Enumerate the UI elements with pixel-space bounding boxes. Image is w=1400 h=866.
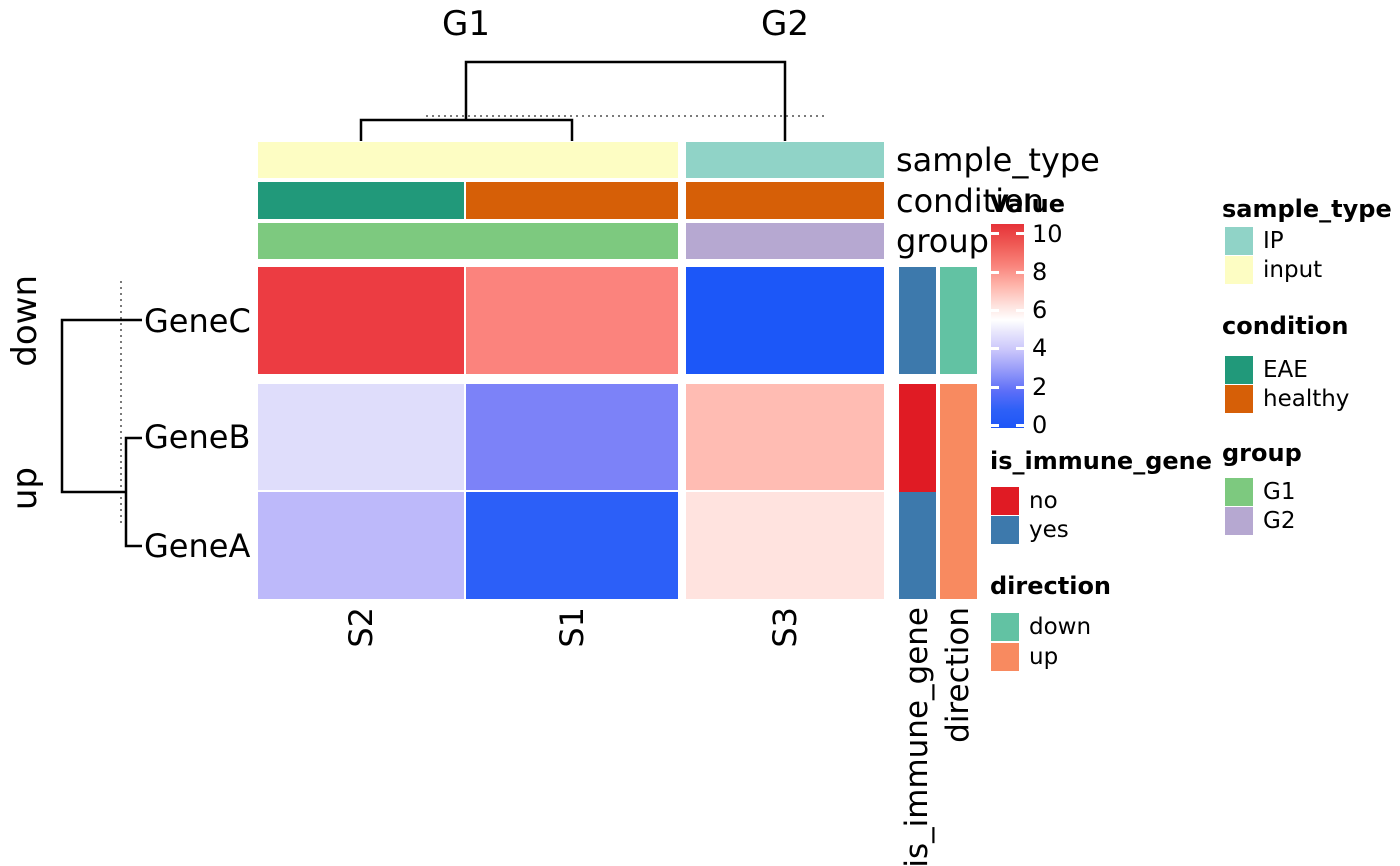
- colorbar-tick-label: 2: [1032, 373, 1048, 401]
- legend-label-no: no: [1029, 487, 1058, 514]
- annotation-label-condition: condition: [896, 181, 1044, 220]
- legend-title-sample-type: sample_type: [1222, 195, 1392, 223]
- heatmap-cell-genec-s2: [258, 267, 464, 374]
- column-dendrogram-g1-branch: [359, 118, 574, 141]
- heatmap-cell-geneb-s3: [686, 384, 884, 490]
- legend-label-eae: EAE: [1263, 356, 1308, 383]
- colorbar-tick-label: 8: [1032, 258, 1048, 286]
- heatmap-cell-genea-s3: [686, 492, 884, 599]
- legend-label-ip: IP: [1263, 227, 1284, 254]
- annotation-condition-s3-block: [686, 182, 884, 219]
- colorbar-tick: [1016, 424, 1024, 427]
- colorbar-tick: [991, 347, 999, 350]
- annotation-group-g2-block: [686, 223, 884, 259]
- legend-swatch-g2: [1225, 507, 1253, 535]
- annotation-condition-s1-block: [466, 182, 678, 219]
- row-label-genea: GeneA: [144, 526, 251, 565]
- colorbar-tick: [1016, 232, 1024, 235]
- annotation-sample-type-g2-block: [686, 142, 884, 178]
- colorbar-tick-label: 10: [1032, 220, 1063, 248]
- heatmap-cell-geneb-s2: [258, 384, 464, 490]
- legend-swatch-healthy: [1225, 385, 1253, 413]
- column-label-s3: S3: [766, 607, 804, 648]
- legend-swatch-g1: [1225, 478, 1253, 506]
- annotation-direction-genec-block: [940, 267, 977, 374]
- heatmap-cell-geneb-s1: [466, 384, 678, 490]
- annotation-sample-type-g1-block: [258, 142, 678, 178]
- column-dendrogram-main-branch: [464, 60, 787, 141]
- legend-label-down: down: [1029, 613, 1092, 640]
- annotation-is-immune-geneb-block: [899, 384, 936, 492]
- legend-title-condition: condition: [1222, 312, 1349, 340]
- legend-title-direction: direction: [990, 572, 1112, 600]
- legend-swatch-yes: [991, 516, 1019, 544]
- annotation-label-is-immune-gene: is_immune_gene: [899, 607, 935, 866]
- row-group-title-up: up: [5, 467, 45, 511]
- legend-swatch-no: [991, 487, 1019, 515]
- colorbar-tick: [991, 232, 999, 235]
- legend-label-up: up: [1029, 643, 1059, 670]
- annotation-is-immune-genea-block: [899, 492, 936, 599]
- legend-label-healthy: healthy: [1263, 385, 1350, 412]
- heatmap-cell-genea-s2: [258, 492, 464, 599]
- colorbar-tick: [1016, 386, 1024, 389]
- colorbar-tick: [1016, 309, 1024, 312]
- legend-label-input: input: [1263, 256, 1323, 283]
- colorbar-tick: [991, 271, 999, 274]
- colorbar-tick-label: 6: [1032, 296, 1048, 324]
- legend-swatch-up: [991, 643, 1019, 671]
- heatmap-cell-genea-s1: [466, 492, 678, 599]
- colorbar-tick: [991, 309, 999, 312]
- row-dendrogram-main-branch: [60, 318, 142, 494]
- annotation-label-group: group: [896, 222, 989, 260]
- column-group-title-g2: G2: [761, 4, 809, 44]
- colorbar-tick: [1016, 347, 1024, 350]
- legend-label-yes: yes: [1029, 516, 1069, 543]
- heatmap-cell-genec-s3: [686, 267, 884, 374]
- legend-title-value: Value: [990, 190, 1066, 218]
- colorbar-tick-label: 4: [1032, 334, 1048, 362]
- row-label-geneb: GeneB: [144, 418, 251, 456]
- colorbar-tick: [1016, 271, 1024, 274]
- legend-swatch-input: [1225, 256, 1253, 284]
- legend-title-is-immune-gene: is_immune_gene: [990, 447, 1213, 475]
- row-group-title-down: down: [5, 275, 45, 367]
- annotation-group-g1-block: [258, 223, 678, 259]
- column-label-s1: S1: [553, 607, 591, 648]
- colorbar-tick: [991, 386, 999, 389]
- legend-swatch-ip: [1225, 227, 1253, 255]
- legend-label-g2: G2: [1263, 507, 1296, 534]
- annotation-direction-up-block: [940, 384, 977, 599]
- annotation-condition-s2-block: [258, 182, 464, 219]
- annotation-label-direction: direction: [940, 607, 976, 743]
- value-colorbar: [991, 224, 1024, 428]
- legend-title-group: group: [1222, 439, 1302, 467]
- column-label-s2: S2: [342, 607, 380, 648]
- row-label-genec: GeneC: [144, 301, 251, 340]
- column-group-title-g1: G1: [442, 4, 490, 44]
- annotation-label-sample-type: sample_type: [896, 141, 1100, 179]
- legend-swatch-eae: [1225, 356, 1253, 384]
- colorbar-tick: [991, 424, 999, 427]
- colorbar-tick-label: 0: [1032, 411, 1048, 439]
- annotation-is-immune-genec-block: [899, 267, 936, 374]
- row-dendrogram-up-branch: [124, 436, 142, 548]
- legend-swatch-down: [991, 613, 1019, 641]
- heatmap-cell-genec-s1: [466, 267, 678, 374]
- legend-label-g1: G1: [1263, 478, 1296, 505]
